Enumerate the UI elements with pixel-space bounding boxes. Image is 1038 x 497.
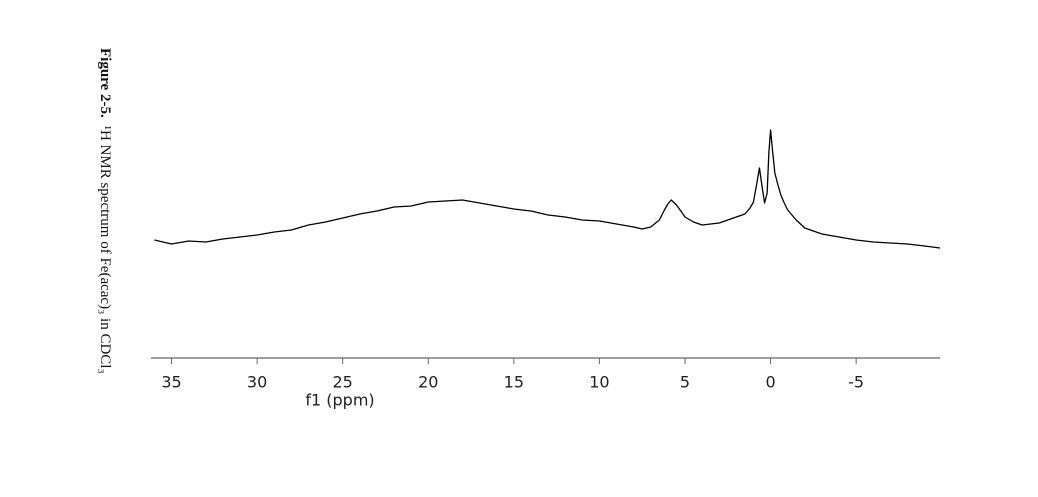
caption-label: Figure 2-5. [97,48,113,118]
x-tick-label: 30 [247,373,267,392]
x-tick-label: 20 [418,373,438,392]
caption: Figure 2-5. ¹H NMR spectrum of Fe(acac)₃… [97,48,113,374]
caption-text: ¹H NMR spectrum of Fe(acac)₃ in CDCl₃ [97,125,113,373]
spectrum-line [154,129,941,249]
x-tick-label: 5 [680,373,690,392]
x-tick-label: 35 [161,373,181,392]
x-tick-label: 10 [589,373,609,392]
x-axis-label: f1 (ppm) [305,391,374,410]
x-tick-label: -5 [848,373,864,392]
x-tick-label: 0 [765,373,775,392]
x-tick-label: 15 [504,373,524,392]
x-tick-label: 25 [333,373,353,392]
